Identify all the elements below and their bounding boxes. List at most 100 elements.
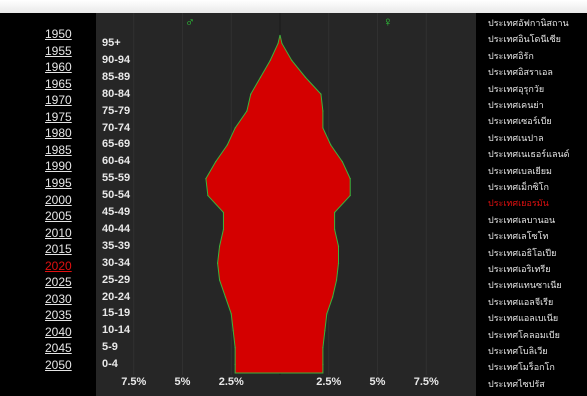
country-link[interactable]: ประเทศโคลอมเบีย (488, 329, 560, 340)
year-link-2040[interactable]: 2040 (45, 324, 72, 339)
year-link-1970[interactable]: 1970 (45, 93, 72, 108)
age-group-label: 5-9 (102, 341, 118, 354)
male-value-30-34 (217, 262, 219, 264)
age-group-label: 85-89 (102, 70, 131, 83)
country-link[interactable]: ประเทศโบลิเวีย (488, 346, 548, 356)
age-group-label: 45-49 (102, 206, 131, 218)
male-value-60-64 (215, 161, 217, 163)
year-link-2010[interactable]: 2010 (45, 225, 72, 240)
axis-tick-label: 5% (174, 376, 191, 388)
male-value-45-49 (222, 211, 225, 214)
country-link[interactable]: ประเทศอัฟกานิสถาน (488, 18, 569, 28)
country-link[interactable]: ประเทศอิรัก (488, 50, 534, 61)
country-link[interactable]: ประเทศอินโดนีเซีย (488, 34, 561, 45)
country-link[interactable]: ประเทศเลโซโท (488, 231, 549, 242)
axis-tick-label: 7.5% (121, 376, 147, 388)
year-link-1955[interactable]: 1955 (45, 43, 72, 58)
age-group-label: 35-39 (102, 239, 131, 252)
male-value-75-79 (246, 110, 248, 112)
female-value-40-44 (334, 228, 336, 230)
year-link-1965[interactable]: 1965 (45, 76, 72, 91)
country-link[interactable]: ประเทศเซอร์เบีย (488, 116, 552, 127)
year-link-2045[interactable]: 2045 (45, 341, 72, 356)
age-group-label: 65-69 (102, 138, 131, 151)
year-link-1990[interactable]: 1990 (45, 159, 72, 174)
year-link-1985[interactable]: 1985 (45, 142, 72, 157)
age-group-label: 50-54 (102, 189, 131, 202)
year-link-2025[interactable]: 2025 (45, 275, 72, 290)
female-value-60-64 (341, 161, 343, 163)
age-group-label: 75-79 (102, 104, 131, 117)
male-symbol: ♂ (185, 14, 195, 29)
age-group-label: 40-44 (102, 222, 131, 235)
year-link-1975[interactable]: 1975 (45, 109, 72, 124)
year-link-1980[interactable]: 1980 (45, 126, 72, 141)
female-value-70-74 (322, 127, 324, 129)
age-group-label: 30-34 (102, 256, 131, 269)
female-value-5-9 (322, 347, 324, 349)
age-group-label: 10-14 (102, 324, 131, 337)
pyramid-area (205, 34, 351, 374)
year-link-2020[interactable]: 2020 (45, 258, 72, 273)
year-link-2050[interactable]: 2050 (45, 358, 72, 372)
age-group-label: 15-19 (102, 307, 131, 320)
male-value-55-59 (205, 178, 207, 180)
country-link[interactable]: ประเทศเลบานอน (488, 214, 556, 225)
year-link-2030[interactable]: 2030 (45, 291, 72, 306)
axis-tick-label: 2.5% (218, 376, 244, 388)
country-link[interactable]: ประเทศเม็กซิโก (488, 182, 549, 192)
country-link[interactable]: ประเทศเอริเทรีย (488, 264, 551, 274)
country-link[interactable]: ประเทศเคนย่า (488, 100, 544, 110)
country-link[interactable]: ประเทศโมร็อกโก (488, 362, 555, 373)
female-value-10-14 (324, 330, 326, 332)
male-value-20-24 (224, 296, 226, 298)
female-value-95+ (281, 42, 283, 45)
male-value-80-84 (250, 93, 252, 95)
female-value-75-79 (322, 110, 324, 112)
year-link-1960[interactable]: 1960 (45, 60, 72, 75)
female-value-25-29 (335, 279, 338, 281)
male-value-90-94 (269, 59, 271, 61)
female-value-85-89 (304, 76, 306, 78)
year-link-1995[interactable]: 1995 (45, 175, 72, 190)
year-link-2000[interactable]: 2000 (45, 192, 72, 207)
country-link[interactable]: ประเทศเนเธอร์แลนด์ (488, 149, 570, 160)
male-value-10-14 (232, 330, 234, 332)
country-link[interactable]: ประเทศอิสราเอล (488, 67, 553, 78)
population-pyramid-chart: ♂ ♀ 95+ 90-94 85-89 80-84 75-79 70-74 65-69 60-… (96, 13, 476, 396)
female-value-15-19 (326, 313, 328, 315)
male-value-5-9 (234, 347, 236, 349)
female-value-50-54 (349, 194, 351, 197)
population-pyramid-app: 1950 1955 1960 1965 1970 1975 1980 1985 1990 1995… (0, 13, 587, 396)
female-value-65-69 (330, 144, 332, 146)
female-value-55-59 (349, 178, 351, 180)
year-link-2005[interactable]: 2005 (45, 209, 72, 224)
age-group-label: 70-74 (102, 121, 131, 134)
country-link[interactable]: ประเทศเยอรมัน (488, 198, 549, 209)
male-value-50-54 (207, 194, 209, 197)
year-link-2035[interactable]: 2035 (45, 308, 72, 323)
year-link-2015[interactable]: 2015 (45, 242, 72, 257)
age-group-label: 25-29 (102, 273, 131, 286)
age-group-label: 95+ (102, 37, 121, 49)
age-group-label: 55-59 (102, 172, 131, 185)
age-group-label: 0-4 (102, 358, 118, 371)
year-link-1950[interactable]: 1950 (45, 27, 72, 41)
country-link[interactable]: ประเทศอุรุกวัย (488, 83, 545, 94)
female-value-30-34 (337, 262, 340, 264)
pyramid-svg (133, 13, 427, 375)
axis-tick-label: 2.5% (316, 376, 342, 388)
age-group-label: 20-24 (102, 290, 131, 303)
country-link[interactable]: ประเทศเบลเยียม (488, 165, 552, 176)
female-value-90-94 (291, 59, 293, 61)
country-link[interactable]: ประเทศไซปรัส (488, 378, 545, 389)
country-link[interactable]: ประเทศแอลเบเนีย (488, 313, 559, 324)
country-link[interactable]: ประเทศเอธิโอเปีย (488, 247, 557, 258)
country-link[interactable]: ประเทศแทนซาเนีย (488, 280, 562, 291)
age-group-label: 60-64 (102, 155, 131, 168)
male-value-70-74 (234, 127, 236, 129)
male-value-40-44 (222, 228, 225, 230)
country-link[interactable]: ประเทศเนปาล (488, 132, 544, 143)
female-symbol: ♀ (383, 14, 393, 29)
country-link[interactable]: ประเทศแอลจีเรีย (488, 296, 554, 307)
